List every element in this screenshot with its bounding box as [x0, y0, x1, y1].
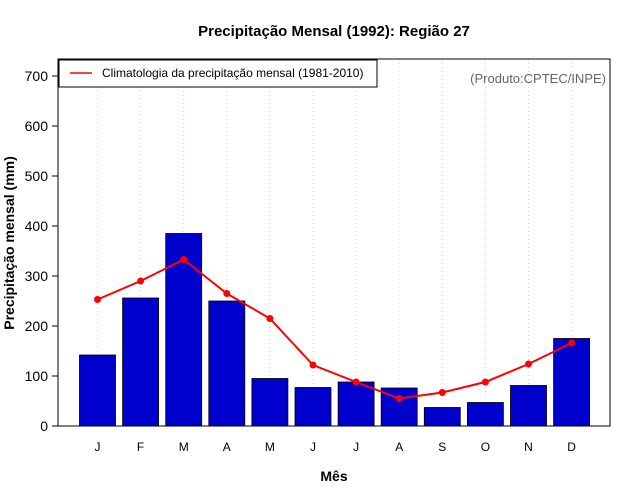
- y-tick-label: 200: [25, 318, 49, 334]
- climatology-point-0: [94, 296, 101, 303]
- x-tick-label: J: [353, 440, 359, 454]
- bar-8: [423, 407, 461, 427]
- climatology-point-8: [438, 389, 446, 396]
- y-tick-label: 0: [40, 418, 48, 434]
- climatology-line: [97, 258, 573, 400]
- x-tick-label: F: [137, 440, 144, 454]
- bar-3: [208, 300, 246, 427]
- chart-title: Precipitação Mensal (1992): Região 27: [198, 23, 470, 40]
- x-tick-label: M: [265, 440, 275, 454]
- y-tick-label: 400: [25, 218, 49, 234]
- x-tick-label: J: [95, 440, 101, 454]
- y-tick-label: 500: [25, 168, 49, 184]
- bar-9: [466, 402, 504, 427]
- climatology-point-11: [568, 339, 576, 347]
- bar-11: [553, 338, 590, 427]
- climatology-point-5: [309, 361, 317, 369]
- credit-annotation: (Produto:CPTEC/INPE): [470, 71, 606, 86]
- climatology-point-9: [481, 378, 489, 386]
- x-tick-label: O: [481, 440, 490, 454]
- climatology-point-1: [137, 277, 145, 285]
- y-tick-label: 600: [25, 118, 49, 134]
- y-tick-label: 300: [25, 268, 49, 284]
- x-tick-label: A: [223, 440, 231, 454]
- y-tick-label: 100: [25, 368, 49, 384]
- climatology-point-7: [395, 395, 403, 402]
- bar-1: [122, 297, 159, 427]
- x-tick-label: A: [395, 440, 403, 454]
- y-axis: 0 100 200 300 400 500 600 700: [25, 68, 58, 434]
- y-tick-label: 700: [25, 68, 49, 84]
- climatology-point-6: [352, 378, 360, 386]
- x-tick-label: S: [438, 440, 446, 454]
- x-tick-label: N: [524, 440, 533, 454]
- legend: Climatologia da precipitação mensal (198…: [58, 59, 378, 88]
- y-axis-title: Precipitação mensal (mm): [1, 156, 17, 330]
- climatology-point-3: [223, 290, 231, 297]
- legend-entry-climatology: Climatologia da precipitação mensal (198…: [102, 66, 363, 80]
- x-axis-title: Mês: [320, 468, 347, 484]
- climatology-point-10: [525, 360, 532, 368]
- climatology-line-layer: [94, 256, 576, 402]
- plot-frame: [57, 58, 611, 427]
- x-tick-label: D: [567, 440, 576, 454]
- bars-layer: [79, 233, 590, 427]
- bar-5: [294, 387, 332, 427]
- x-tick-label: M: [179, 440, 189, 454]
- bar-4: [251, 378, 289, 427]
- climatology-point-4: [266, 315, 274, 322]
- bar-6: [337, 381, 375, 427]
- bar-0: [79, 354, 116, 427]
- bar-10: [510, 385, 547, 427]
- x-tick-label: J: [310, 440, 316, 454]
- climatology-point-2: [180, 256, 188, 263]
- legend-box: [58, 59, 378, 88]
